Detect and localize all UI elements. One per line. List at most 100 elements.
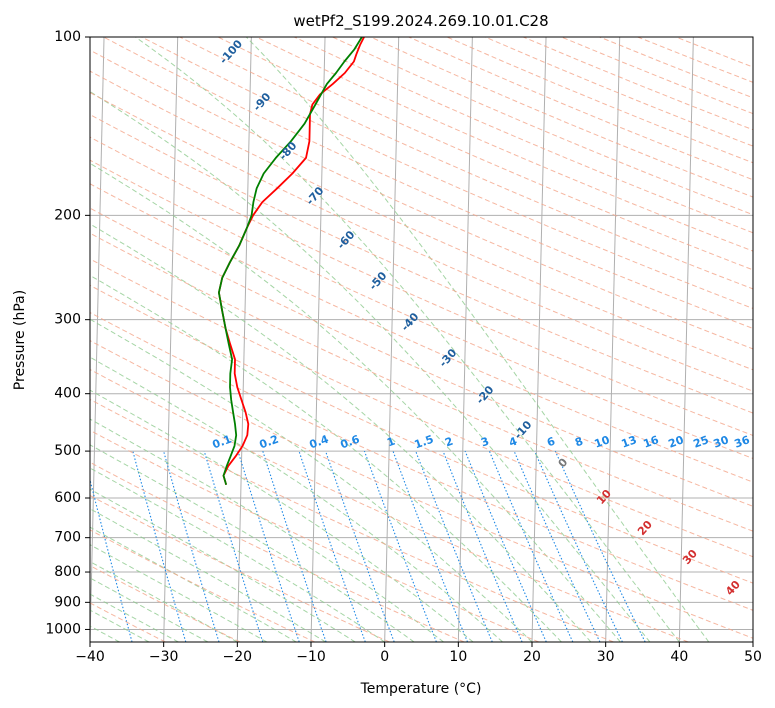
x-axis-label: Temperature (°C) [360, 681, 482, 697]
dry-adiabat-line [90, 159, 753, 460]
chart-title: wetPf2_S199.2024.269.10.01.C28 [293, 12, 548, 31]
mixing-ratio-label: 0.4 [308, 432, 331, 451]
y-axis-label: Pressure (hPa) [12, 290, 28, 390]
dry-adiabat-line [90, 368, 689, 642]
moist-adiabat-line [90, 318, 533, 642]
y-tick-label: 1000 [45, 621, 81, 637]
plot-frame [89, 36, 754, 643]
isotherm--40 [90, 37, 105, 642]
moist-adiabat-line [90, 444, 415, 642]
x-tick-label: 30 [597, 649, 615, 665]
dry-adiabat-line [90, 70, 753, 371]
mixing-ratio-line-1 [203, 450, 264, 642]
mixing-ratio-line-8 [392, 450, 469, 642]
mixing-ratio-label: 36 [733, 433, 752, 451]
mixing-ratio-line-1.5 [237, 450, 300, 642]
dry-adiabat-line [90, 429, 539, 642]
isotherm--10 [310, 37, 326, 642]
mixing-ratio-label: 13 [620, 433, 639, 450]
x-tick-label: −10 [296, 649, 326, 665]
dry-adiabat-line [90, 311, 753, 611]
dry-adiabat-line [90, 207, 753, 507]
y-tick-label: 200 [54, 207, 81, 223]
dry-adiabat-line [90, 340, 753, 639]
mixing-ratio-label: 8 [573, 435, 585, 450]
grid-layer [90, 37, 753, 642]
y-tick-label: 300 [54, 312, 81, 328]
dry-adiabat-line [90, 232, 753, 532]
x-tick-label: 0 [380, 649, 389, 665]
dry-adiabat-line [90, 258, 753, 558]
mixing-ratio-label: 1.5 [413, 433, 436, 452]
dry-adiabat-line [90, 284, 753, 584]
dry-adiabat-line [90, 494, 390, 642]
dry-adiabat-line [90, 49, 753, 350]
mixing-ratio-line-16 [464, 450, 547, 642]
isotherm-40 [678, 37, 694, 642]
mixing-ratio-label: 3 [479, 435, 491, 450]
x-tick-label: −40 [75, 649, 105, 665]
x-tick-label: −30 [149, 649, 179, 665]
mixing-ratio-label: 4 [507, 434, 519, 449]
isotherm--30 [163, 37, 179, 642]
isotherm-0 [384, 37, 400, 642]
moist-adiabat-line [90, 274, 562, 642]
moist-adiabat-line [135, 37, 680, 642]
mixing-ratio-label: 10 [593, 433, 612, 451]
y-tick-label: 900 [54, 594, 81, 610]
isotherm--20 [236, 37, 252, 642]
dewpoint-trace [218, 37, 363, 486]
axis-layer: −40 −30 −20 −10 0 10 20 30 40 5010020030040050060… [45, 29, 762, 665]
mixing-ratio-line-10 [415, 450, 493, 642]
mixing-ratio-label: 0.2 [258, 433, 281, 452]
mixing-ratio-label: 20 [667, 433, 686, 451]
mixing-ratio-line-0.6 [163, 450, 220, 642]
moist-adiabat-line [90, 467, 385, 642]
x-tick-label: 50 [744, 649, 762, 665]
moist-adiabat-line [90, 356, 503, 642]
mixing-ratio-line-0.2 [90, 477, 133, 642]
isotherm-30 [605, 37, 621, 642]
y-tick-label: 500 [54, 443, 81, 459]
mixing-ratio-label: 16 [642, 433, 661, 451]
mixing-ratio-label: 2 [443, 435, 455, 450]
dry-adiabat-line [90, 461, 465, 642]
y-tick-label: 700 [54, 530, 81, 546]
moist-adiabat-layer [90, 37, 710, 642]
isotherm-10 [457, 37, 473, 642]
moist-adiabat-line [90, 389, 474, 642]
x-tick-label: 20 [523, 649, 541, 665]
dry-adiabat-line [90, 114, 753, 414]
x-tick-label: −20 [223, 649, 253, 665]
dry-adiabat-line [90, 92, 753, 392]
mixing-ratio-line-25 [513, 450, 601, 642]
moist-adiabat-line [90, 223, 592, 642]
y-tick-label: 800 [54, 564, 81, 580]
mixing-ratio-line-0.4 [132, 450, 187, 642]
moist-adiabat-line [90, 544, 268, 642]
mixing-ratio-line-3 [298, 450, 366, 642]
mixing-ratio-label: 25 [692, 433, 711, 450]
mixing-ratio-label: 0.1 [211, 433, 234, 452]
isotherm-20 [531, 37, 547, 642]
dry-adiabat-layer [90, 37, 753, 642]
moist-adiabat-line [90, 162, 621, 642]
y-tick-label: 100 [54, 29, 81, 45]
mixing-ratio-line-6 [363, 450, 437, 642]
dry-adiabat-line [90, 529, 315, 642]
x-tick-label: 10 [449, 649, 467, 665]
mixing-ratio-line-13 [442, 450, 523, 642]
mixing-ratio-label: 0.6 [339, 432, 362, 451]
mixing-ratio-line-20 [488, 450, 574, 642]
mixing-ratio-label: 6 [545, 434, 557, 449]
y-tick-label: 400 [54, 386, 81, 402]
y-tick-label: 600 [54, 490, 81, 506]
mixing-ratio-label: 30 [712, 433, 731, 451]
dry-adiabat-line [90, 136, 753, 437]
moist-adiabat-line [245, 37, 710, 642]
mixing-ratio-line-4 [325, 450, 395, 642]
sounding-layer [218, 37, 365, 486]
mixing-ratio-label: 1 [385, 435, 397, 450]
